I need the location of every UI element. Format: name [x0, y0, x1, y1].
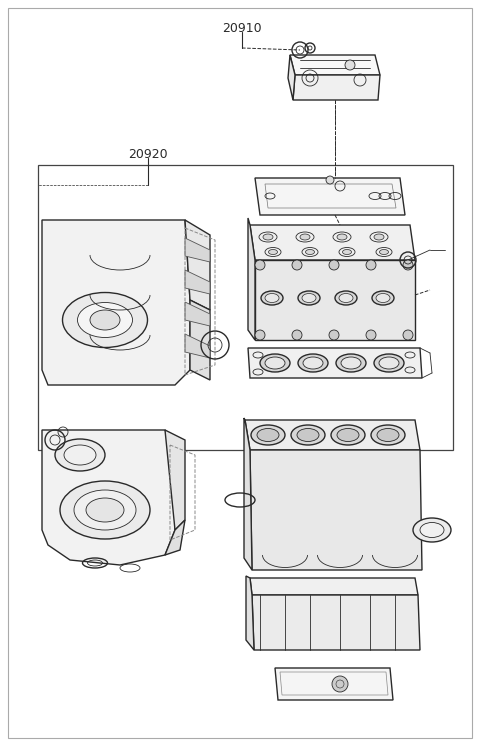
Polygon shape: [248, 218, 255, 340]
Circle shape: [292, 330, 302, 340]
Polygon shape: [185, 238, 210, 262]
Ellipse shape: [339, 293, 353, 302]
Ellipse shape: [74, 490, 136, 530]
Ellipse shape: [60, 481, 150, 539]
Polygon shape: [185, 302, 210, 326]
Bar: [38, 165, 453, 450]
Ellipse shape: [377, 428, 399, 442]
Polygon shape: [255, 260, 415, 340]
Ellipse shape: [420, 522, 444, 538]
Ellipse shape: [336, 354, 366, 372]
Polygon shape: [185, 334, 210, 358]
Polygon shape: [185, 220, 210, 310]
Ellipse shape: [413, 518, 451, 542]
Text: 20920: 20920: [128, 148, 168, 161]
Polygon shape: [250, 225, 415, 260]
Circle shape: [332, 676, 348, 692]
Circle shape: [403, 260, 413, 270]
Ellipse shape: [343, 249, 351, 254]
Circle shape: [326, 176, 334, 184]
Polygon shape: [42, 430, 175, 565]
Ellipse shape: [62, 292, 147, 348]
Circle shape: [255, 260, 265, 270]
Polygon shape: [290, 55, 380, 75]
Circle shape: [345, 60, 355, 70]
Ellipse shape: [263, 234, 273, 240]
Polygon shape: [244, 418, 252, 570]
Polygon shape: [165, 430, 185, 530]
Ellipse shape: [305, 249, 314, 254]
Ellipse shape: [265, 293, 279, 302]
Ellipse shape: [331, 425, 365, 445]
Circle shape: [366, 260, 376, 270]
Polygon shape: [250, 450, 422, 570]
Ellipse shape: [268, 249, 277, 254]
Ellipse shape: [64, 445, 96, 465]
Circle shape: [329, 260, 339, 270]
Ellipse shape: [297, 428, 319, 442]
Circle shape: [366, 330, 376, 340]
Ellipse shape: [341, 357, 361, 369]
Circle shape: [403, 330, 413, 340]
Polygon shape: [185, 270, 210, 294]
Ellipse shape: [379, 357, 399, 369]
Ellipse shape: [86, 498, 124, 522]
Polygon shape: [246, 576, 254, 650]
Ellipse shape: [55, 439, 105, 471]
Ellipse shape: [380, 249, 388, 254]
Polygon shape: [165, 520, 185, 555]
Text: 20910: 20910: [222, 22, 262, 35]
Ellipse shape: [374, 354, 404, 372]
Ellipse shape: [376, 293, 390, 302]
Ellipse shape: [372, 291, 394, 305]
Polygon shape: [190, 300, 210, 380]
Polygon shape: [252, 595, 420, 650]
Ellipse shape: [90, 310, 120, 330]
Circle shape: [329, 330, 339, 340]
Ellipse shape: [77, 302, 132, 337]
Ellipse shape: [265, 357, 285, 369]
Ellipse shape: [335, 291, 357, 305]
Ellipse shape: [337, 234, 347, 240]
Ellipse shape: [302, 293, 316, 302]
Polygon shape: [288, 55, 295, 100]
Ellipse shape: [257, 428, 279, 442]
Ellipse shape: [298, 354, 328, 372]
Ellipse shape: [371, 425, 405, 445]
Polygon shape: [250, 578, 418, 595]
Polygon shape: [255, 178, 405, 215]
Polygon shape: [248, 348, 422, 378]
Ellipse shape: [251, 425, 285, 445]
Circle shape: [255, 330, 265, 340]
Circle shape: [292, 260, 302, 270]
Ellipse shape: [374, 234, 384, 240]
Ellipse shape: [303, 357, 323, 369]
Ellipse shape: [260, 354, 290, 372]
Ellipse shape: [298, 291, 320, 305]
Polygon shape: [275, 668, 393, 700]
Ellipse shape: [291, 425, 325, 445]
Polygon shape: [42, 220, 190, 385]
Ellipse shape: [337, 428, 359, 442]
Ellipse shape: [261, 291, 283, 305]
Polygon shape: [293, 75, 380, 100]
Polygon shape: [245, 420, 420, 450]
Ellipse shape: [300, 234, 310, 240]
